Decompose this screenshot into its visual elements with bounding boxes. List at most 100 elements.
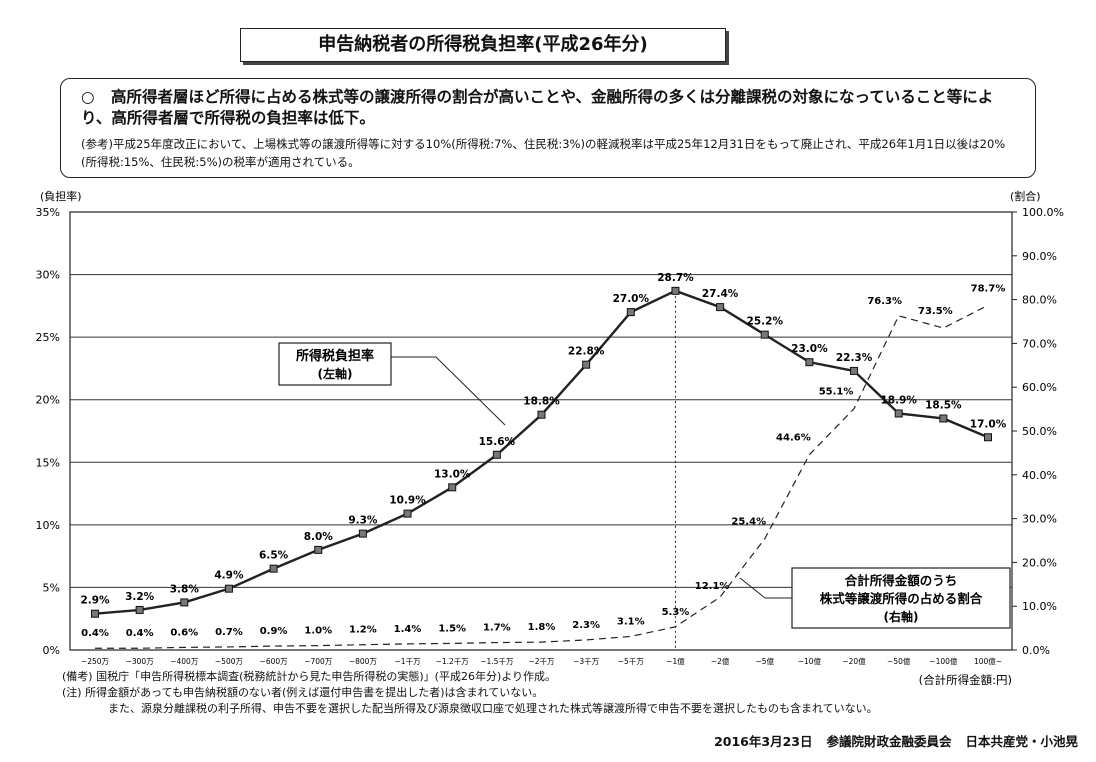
stock-share-data-label: 25.4%	[731, 517, 766, 528]
tax-burden-point	[224, 584, 233, 593]
summary-reference-note: (参考)平成25年度改正において、上場株式等の譲渡所得等に対する10%(所得税:…	[81, 137, 1006, 169]
tax-burden-data-label: 15.6%	[479, 436, 516, 448]
callout-stock-share-leader	[739, 577, 792, 599]
stock-share-data-label: 76.3%	[867, 296, 902, 307]
footer-signature: 2016年3月23日 参議院財政金融委員会 日本共産党・小池晃	[700, 731, 1078, 750]
callout-tax-burden-box	[278, 342, 392, 386]
x-tick-label: ~500万	[215, 657, 244, 666]
stock-share-data-label: 0.4%	[81, 628, 109, 639]
tax-burden-data-label: 23.0%	[791, 343, 828, 355]
tax-burden-point	[850, 366, 859, 375]
stock-share-data-label: 0.7%	[215, 627, 243, 638]
tax-burden-point	[448, 483, 457, 492]
stock-share-data-label: 78.7%	[971, 283, 1006, 294]
stock-share-data-label: 73.5%	[918, 306, 953, 317]
right-tick-label: 60.0%	[1022, 381, 1057, 394]
tax-burden-point	[805, 358, 814, 367]
stock-share-data-label: 44.6%	[776, 433, 811, 444]
x-tick-label: ~250万	[81, 657, 110, 666]
right-tick-label: 50.0%	[1022, 425, 1057, 438]
stock-share-data-label: 1.0%	[304, 626, 332, 637]
tax-burden-data-label: 27.4%	[702, 288, 739, 300]
x-tick-label: ~100億	[929, 656, 958, 666]
x-tick-label: ~3千万	[573, 656, 600, 666]
summary-main-body: 高所得者層ほど所得に占める株式等の譲渡所得の割合が高いことや、金融所得の多くは分…	[81, 88, 994, 127]
x-tick-label: ~2千万	[528, 656, 555, 666]
tax-burden-data-label: 28.7%	[657, 272, 694, 284]
tax-burden-data-label: 3.8%	[170, 583, 200, 595]
summary-main-text: ○ 高所得者層ほど所得に占める株式等の譲渡所得の割合が高いことや、金融所得の多くは…	[81, 87, 1021, 129]
left-tick-label: 30%	[36, 269, 60, 282]
x-tick-label: ~1.5千万	[480, 656, 514, 666]
stock-share-data-label: 12.1%	[695, 581, 730, 592]
x-tick-label: ~300万	[126, 657, 155, 666]
right-tick-label: 0.0%	[1022, 644, 1050, 657]
tax-burden-point	[135, 605, 144, 614]
tax-burden-data-label: 25.2%	[747, 316, 784, 328]
tax-burden-point	[760, 330, 769, 339]
x-tick-label: ~5千万	[618, 656, 645, 666]
right-tick-label: 20.0%	[1022, 556, 1057, 569]
x-tick-label: 100億~	[974, 656, 1002, 666]
x-tick-label: ~600万	[260, 657, 289, 666]
stock-share-data-label: 1.8%	[528, 622, 556, 633]
footer-committee: 参議院財政金融委員会	[826, 734, 952, 749]
x-tick-label: ~700万	[304, 657, 333, 666]
tax-burden-data-label: 8.0%	[304, 531, 334, 543]
callout-stock-share-line1: 合計所得金額のうち	[845, 573, 958, 588]
tax-burden-point	[894, 409, 903, 418]
stock-share-data-label: 2.3%	[572, 620, 600, 631]
x-tick-label: ~400万	[170, 657, 199, 666]
tax-burden-point	[939, 414, 948, 423]
x-tick-label: ~10億	[798, 656, 822, 666]
stock-share-data-label: 1.2%	[349, 625, 377, 636]
x-tick-label: ~20億	[842, 656, 866, 666]
left-tick-label: 10%	[36, 519, 60, 532]
footer-note-2: また、源泉分離課税の利子所得、申告不要を選択した配当所得及び源泉徴収口座で処理さ…	[108, 702, 878, 715]
x-tick-label: ~1千万	[395, 656, 422, 666]
tax-burden-point	[582, 360, 591, 369]
left-tick-label: 0%	[43, 644, 60, 657]
left-tick-label: 35%	[36, 206, 60, 219]
tax-burden-point	[403, 509, 412, 518]
tax-burden-data-label: 9.3%	[348, 515, 378, 527]
callout-tax-burden-line1: 所得税負担率	[296, 348, 374, 364]
stock-share-data-label: 0.6%	[170, 627, 198, 638]
tax-burden-data-label: 22.3%	[836, 352, 873, 364]
tax-burden-point	[269, 564, 278, 573]
bullet-circle-icon: ○	[81, 88, 95, 106]
tax-burden-point	[671, 286, 680, 295]
income-tax-burden-chart: 0% 5% 10% 15% 20% 25% 30% 35% 0.0% 10.0% 20.0% 30.0…	[36, 189, 1064, 685]
footer-source: (備考) 国税庁「申告所得税標本調査(税務統計から見た申告所得税の実態)」(平成…	[62, 670, 557, 683]
summary-box: ○ 高所得者層ほど所得に占める株式等の譲渡所得の割合が高いことや、金融所得の多くは…	[60, 78, 1036, 178]
callout-stock-share-box	[791, 567, 1011, 629]
tax-burden-point	[537, 410, 546, 419]
tax-burden-data-label: 18.8%	[523, 396, 560, 408]
right-tick-label: 30.0%	[1022, 513, 1057, 526]
tax-burden-data-label: 3.2%	[125, 591, 155, 603]
stock-share-data-label: 55.1%	[819, 387, 854, 398]
tax-burden-data-label: 10.9%	[389, 495, 426, 507]
page-title: 申告納税者の所得税負担率(平成26年分)	[240, 28, 726, 62]
tax-burden-point	[984, 433, 992, 442]
right-tick-label: 40.0%	[1022, 469, 1057, 482]
tax-burden-point	[716, 303, 725, 312]
right-tick-label: 90.0%	[1022, 250, 1057, 263]
tax-burden-point	[314, 545, 323, 554]
tax-burden-data-label: 27.0%	[613, 293, 650, 305]
stock-share-data-label: 0.4%	[126, 628, 154, 639]
right-tick-label: 100.0%	[1022, 206, 1064, 219]
stock-share-data-label: 3.1%	[617, 616, 645, 627]
x-tick-label: ~1億	[666, 656, 685, 666]
right-tick-label: 80.0%	[1022, 294, 1057, 307]
tax-burden-data-label: 17.0%	[970, 418, 1007, 430]
tax-burden-data-label: 13.0%	[434, 468, 471, 480]
right-tick-label: 10.0%	[1022, 600, 1057, 613]
x-tick-label: ~5億	[755, 656, 774, 666]
footer-party: 日本共産党・小池晃	[965, 734, 1078, 749]
right-tick-label: 70.0%	[1022, 337, 1057, 350]
callout-tax-burden-line2: (左軸)	[318, 366, 353, 381]
x-tick-label: ~50億	[887, 656, 911, 666]
tax-burden-point	[91, 609, 99, 618]
left-tick-label: 5%	[43, 581, 60, 594]
